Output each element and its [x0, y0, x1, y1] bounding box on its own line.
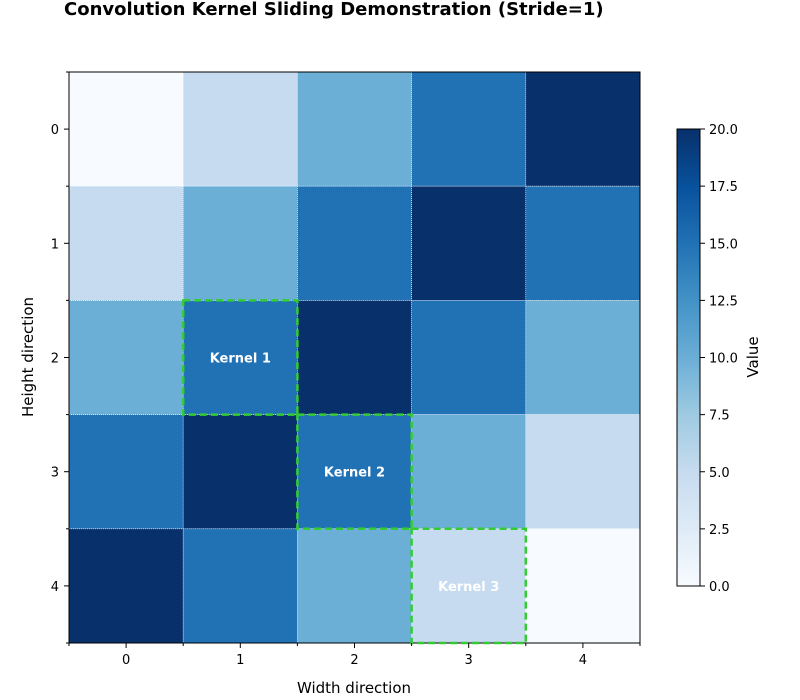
heatmap-cell: [525, 71, 641, 187]
heatmap-cell: [182, 414, 298, 530]
chart-title: Convolution Kernel Sliding Demonstration…: [64, 0, 604, 20]
kernel-label: Kernel 3: [438, 580, 499, 595]
colorbar-tick-label: 17.5: [709, 180, 738, 195]
heatmap-cell: [411, 528, 527, 644]
kernel-boxes: Kernel 1 Kernel 2 Kernel 3: [181, 299, 528, 645]
x-axis-label: Width direction: [297, 679, 411, 697]
heatmap-cell: [525, 185, 641, 301]
heatmap-cell: [182, 528, 298, 644]
heatmap-cell: [68, 414, 184, 530]
y-tick-label: 4: [51, 580, 59, 595]
colorbar-tick-label: 20.0: [709, 123, 738, 138]
y-tick-label: 3: [51, 466, 59, 481]
heatmap-cell: [297, 528, 412, 644]
colorbar-label: Value: [744, 336, 762, 377]
colorbar-tick-label: 0.0: [709, 580, 730, 595]
kernel-box: [296, 413, 413, 531]
colorbar-ticks: 0.0 2.5 5.0 7.5 10.0 12.5 15.0 17.5 20.0: [700, 123, 738, 595]
colorbar-tick-label: 10.0: [709, 352, 738, 367]
colorbar: [676, 128, 701, 587]
kernel-label: Kernel 2: [324, 466, 385, 481]
heatmap-cell: [525, 414, 641, 530]
heatmap-cell: [411, 414, 527, 530]
colorbar-tick-label: 5.0: [709, 466, 730, 481]
heatmap-cell: [182, 185, 298, 301]
heatmap-cell: [68, 528, 184, 644]
heatmap-cell: [411, 185, 527, 301]
heatmap-cell: [297, 414, 412, 530]
colorbar-tick-label: 15.0: [709, 237, 738, 252]
colorbar-tick-label: 12.5: [709, 294, 738, 309]
heatmap-cell: [182, 71, 298, 187]
x-tick-label: 0: [122, 653, 130, 668]
heatmap-cell: [411, 71, 527, 187]
y-axis-label: Height direction: [19, 297, 37, 417]
heatmap-cell: [68, 185, 184, 301]
heatmap-cell: [297, 71, 412, 187]
x-tick-label: 1: [236, 653, 244, 668]
y-tick-label: 2: [51, 352, 59, 367]
heatmap-cell: [297, 185, 412, 301]
heatmap-cell: [182, 300, 298, 415]
axes: 0 0 1 1 2 2 3 3 4 4: [51, 71, 641, 668]
heatmap-cell: [68, 300, 184, 415]
x-tick-label: 2: [350, 653, 358, 668]
colorbar-tick-label: 2.5: [709, 523, 730, 538]
kernel-box: [410, 527, 528, 645]
heatmap-cells: [68, 71, 641, 644]
colorbar-tick-label: 7.5: [709, 409, 730, 424]
x-tick-label: 3: [465, 653, 473, 668]
heatmap-cell: [525, 300, 641, 415]
kernel-box: [181, 299, 299, 416]
heatmap-cell: [297, 300, 412, 415]
heatmap-cell: [68, 71, 184, 187]
x-tick-label: 4: [579, 653, 587, 668]
y-tick-label: 1: [51, 237, 59, 252]
kernel-label: Kernel 1: [210, 352, 271, 367]
heatmap-cell: [411, 300, 527, 415]
y-tick-label: 0: [51, 123, 59, 138]
heatmap-cell: [525, 528, 641, 644]
